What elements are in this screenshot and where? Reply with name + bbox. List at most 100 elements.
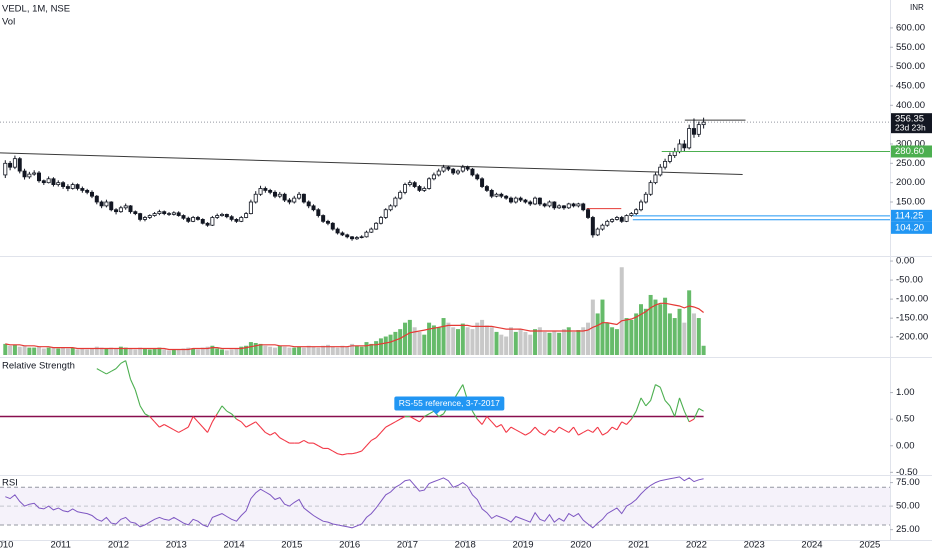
rs-segment xyxy=(178,429,184,433)
volume-bar xyxy=(27,347,32,355)
annotation-box xyxy=(394,396,505,411)
candle-body xyxy=(701,121,706,126)
volume-bar xyxy=(3,343,8,355)
candle-body xyxy=(465,166,470,170)
candle-body xyxy=(374,222,379,230)
x-tick-label: 2016 xyxy=(339,540,360,550)
volume-bar xyxy=(12,344,17,355)
volume-bar xyxy=(403,322,408,355)
candle-body xyxy=(639,201,644,211)
candle-body xyxy=(350,236,355,240)
rs-segment xyxy=(226,410,232,415)
volume-bar xyxy=(595,313,600,355)
volume-bar xyxy=(215,348,220,355)
rs-segment xyxy=(130,379,136,391)
candle-body xyxy=(176,212,181,216)
candle-body xyxy=(403,184,408,193)
volume-bar xyxy=(142,348,147,355)
candle-body xyxy=(195,217,200,220)
candle-body xyxy=(441,166,446,172)
rs-segment xyxy=(337,453,343,456)
rs-segment xyxy=(683,410,690,423)
volume-bar xyxy=(282,346,287,355)
volume-bar xyxy=(398,329,403,355)
volume-bar xyxy=(643,308,648,355)
volume-bar xyxy=(133,349,138,355)
candle-body xyxy=(297,193,302,199)
rs-segment xyxy=(139,405,146,415)
y-tick-label: 1.00 xyxy=(896,387,915,398)
rs-segment xyxy=(693,408,700,420)
rs-segment xyxy=(630,410,637,420)
level-price-box xyxy=(891,221,932,234)
candle-body xyxy=(398,191,403,199)
volume-bar xyxy=(480,319,485,355)
volume-bar xyxy=(61,347,66,355)
rs-segment xyxy=(332,450,338,455)
rs-segment xyxy=(240,421,247,428)
candle-body xyxy=(499,193,504,197)
rs-segment xyxy=(597,426,603,436)
x-tick-label: 2023 xyxy=(744,540,765,550)
candle-body xyxy=(37,172,42,182)
volume-bar xyxy=(441,318,446,355)
candle-body xyxy=(537,197,542,205)
x-tick-label: 2015 xyxy=(281,540,302,550)
volume-bar xyxy=(571,331,576,355)
rs-segment xyxy=(327,447,334,452)
rs-segment xyxy=(375,432,382,439)
candle-body xyxy=(229,216,234,220)
candle-body xyxy=(268,189,273,193)
rs-segment xyxy=(510,426,517,431)
candle-body xyxy=(455,170,460,174)
candle-body xyxy=(321,215,326,222)
candle-body xyxy=(643,193,648,203)
volume-bar xyxy=(667,313,672,355)
candle-body xyxy=(128,205,133,213)
rs-segment xyxy=(303,439,309,444)
y-tick-label: 200.00 xyxy=(896,177,925,188)
volume-bar xyxy=(340,345,345,355)
rs-segment xyxy=(568,426,574,433)
candle-body xyxy=(345,234,350,238)
volume-bar xyxy=(494,331,499,355)
candle-body xyxy=(590,217,595,236)
candle-body xyxy=(8,162,13,168)
y-tick-label: -200.00 xyxy=(896,332,928,343)
y-tick-label: 550.00 xyxy=(896,42,925,53)
volume-bar xyxy=(696,318,701,355)
x-tick-label: 2017 xyxy=(397,540,418,550)
rs-segment xyxy=(399,416,406,420)
volume-bar xyxy=(407,319,412,355)
x-tick-label: 2010 xyxy=(0,540,13,550)
candle-body xyxy=(504,195,509,199)
rs-segment xyxy=(553,426,560,433)
rs-segment xyxy=(395,418,401,423)
y-tick-label: 75.00 xyxy=(896,477,920,488)
candle-body xyxy=(94,195,99,203)
candle-body xyxy=(277,193,282,197)
candle-body xyxy=(109,201,114,211)
volume-bar xyxy=(537,327,542,355)
volume-bar xyxy=(465,327,470,355)
candle-body xyxy=(533,197,538,205)
candle-body xyxy=(282,193,287,201)
x-tick-label: 2025 xyxy=(859,540,880,550)
volume-bar xyxy=(672,318,677,355)
candle-body xyxy=(287,199,292,203)
candle-body xyxy=(311,205,316,211)
y-tick-label: 500.00 xyxy=(896,61,925,72)
candle-body xyxy=(32,172,37,175)
rs-segment xyxy=(269,431,276,436)
candle-body xyxy=(629,213,634,216)
rs-segment xyxy=(245,423,252,428)
volume-bar xyxy=(412,327,417,355)
candle-body xyxy=(253,193,258,203)
volume-bar xyxy=(586,322,591,355)
volume-bar xyxy=(138,347,143,355)
candle-body xyxy=(393,197,398,207)
candle-body xyxy=(210,217,215,226)
volume-bar xyxy=(369,343,374,355)
y-tick-label: 150.00 xyxy=(896,197,925,208)
